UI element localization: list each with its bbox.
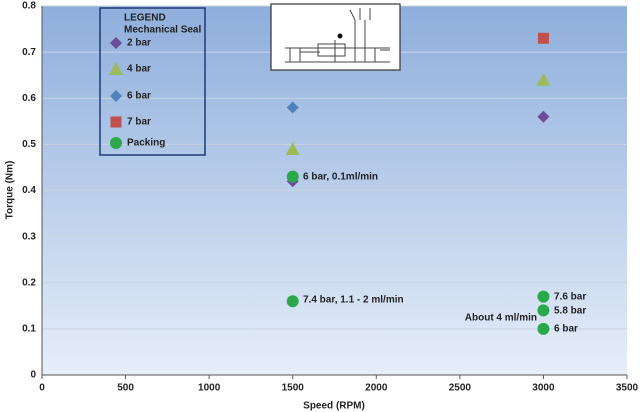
x-tick-label: 1000 — [198, 383, 221, 394]
x-tick-label: 1500 — [282, 383, 305, 394]
legend-label: 4 bar — [127, 64, 151, 75]
y-tick-label: 0.6 — [22, 93, 36, 104]
y-tick-label: 0.2 — [22, 277, 36, 288]
x-tick-label: 2000 — [365, 383, 388, 394]
legend-marker — [110, 116, 122, 128]
point — [286, 170, 299, 183]
legend-label: 7 bar — [127, 117, 151, 128]
inset-diagram — [270, 3, 401, 71]
point — [286, 295, 299, 308]
x-tick-label: 0 — [39, 383, 45, 394]
y-tick-label: 0.3 — [22, 231, 36, 242]
legend-box — [99, 7, 206, 156]
annotation: 7.6 bar — [554, 292, 586, 303]
point — [286, 101, 299, 114]
x-tick-label: 3500 — [616, 383, 639, 394]
x-axis-label: Speed (RPM) — [303, 401, 365, 412]
y-tick-label: 0.8 — [22, 1, 36, 12]
legend-label: 6 bar — [127, 91, 151, 102]
legend-subtitle: Mechanical Seal — [124, 25, 201, 36]
x-tick-label: 500 — [117, 383, 134, 394]
point — [537, 290, 550, 303]
legend-marker — [110, 90, 122, 102]
point — [537, 322, 550, 335]
annotation: 6 bar — [554, 324, 578, 335]
annotation: 6 bar, 0.1ml/min — [303, 172, 378, 183]
x-tick-label: 3000 — [532, 383, 555, 394]
point — [285, 141, 300, 155]
point — [537, 110, 550, 123]
legend-title: LEGEND — [124, 13, 166, 24]
y-tick-label: 0.1 — [22, 324, 36, 335]
legend-marker — [110, 137, 122, 149]
annotation: About 4 ml/min — [465, 313, 537, 324]
y-tick-label: 0.5 — [22, 139, 36, 150]
y-axis-label: Torque (Nm) — [5, 161, 16, 220]
y-tick-label: 0.7 — [22, 47, 36, 58]
legend-label: 2 bar — [127, 38, 151, 49]
annotation: 7.4 bar, 1.1 - 2 ml/min — [303, 295, 404, 306]
legend-marker — [110, 37, 122, 49]
legend-marker — [109, 62, 123, 75]
x-tick-label: 2500 — [449, 383, 472, 394]
y-tick-label: 0.4 — [22, 185, 36, 196]
legend-label: Packing — [127, 138, 165, 149]
point — [536, 72, 551, 86]
y-tick-label: 0 — [30, 370, 36, 381]
annotation: 5.8 bar — [554, 306, 586, 317]
point — [537, 304, 550, 317]
point — [537, 32, 549, 44]
